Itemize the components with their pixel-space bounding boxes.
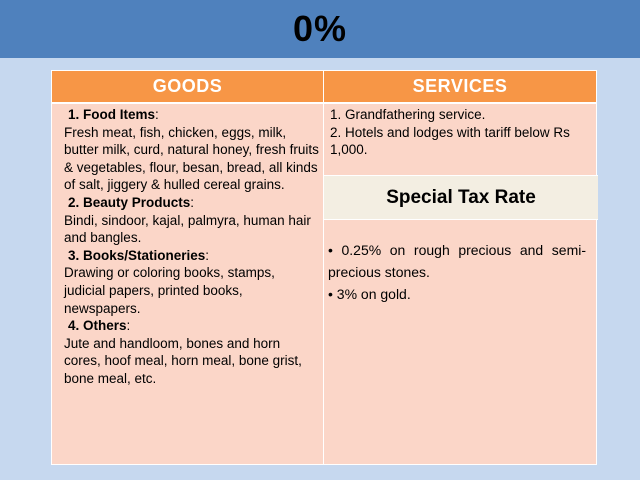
special-tax-rate-box: Special Tax Rate bbox=[324, 175, 598, 220]
goods-section-beauty: 2. Beauty Products: Bindi, sindoor, kaja… bbox=[64, 194, 319, 247]
goods-heading: 1. Food Items bbox=[68, 107, 156, 122]
goods-section-books: 3. Books/Stationeries: Drawing or colori… bbox=[64, 247, 319, 317]
goods-heading: 2. Beauty Products bbox=[68, 194, 191, 210]
special-tax-rate-list: • 0.25% on rough precious and semi-preci… bbox=[328, 239, 586, 305]
services-header: SERVICES bbox=[324, 71, 596, 102]
goods-text: Drawing or coloring books, stamps, judic… bbox=[64, 265, 275, 316]
heading-colon: : bbox=[205, 247, 210, 263]
heading-colon: : bbox=[155, 107, 159, 122]
goods-text: Fresh meat, fish, chicken, eggs, milk, b… bbox=[64, 124, 319, 193]
special-rate-item: • 3% on gold. bbox=[328, 286, 411, 302]
goods-header: GOODS bbox=[52, 71, 324, 102]
goods-cell: 1. Food Items: Fresh meat, fish, chicken… bbox=[64, 106, 319, 388]
special-rate-item: • 0.25% on rough precious and semi-preci… bbox=[328, 242, 586, 280]
goods-heading: 3. Books/Stationeries bbox=[68, 247, 206, 263]
title-bar: 0% bbox=[0, 0, 640, 58]
goods-section-others: 4. Others: Jute and handloom, bones and … bbox=[64, 317, 319, 387]
goods-section-food: 1. Food Items: Fresh meat, fish, chicken… bbox=[64, 106, 319, 194]
column-divider bbox=[323, 102, 324, 464]
goods-text: Jute and handloom, bones and horn cores,… bbox=[64, 335, 302, 386]
slide-title: 0% bbox=[292, 8, 348, 49]
heading-colon: : bbox=[126, 318, 131, 334]
goods-text: Bindi, sindoor, kajal, palmyra, human ha… bbox=[64, 212, 311, 246]
tax-table: GOODS SERVICES 1. Food Items: Fresh meat… bbox=[51, 70, 598, 465]
special-tax-rate-title: Special Tax Rate bbox=[386, 186, 536, 208]
service-item: 1. Grandfathering service. bbox=[330, 107, 486, 122]
heading-colon: : bbox=[190, 194, 195, 210]
service-item: 2. Hotels and lodges with tariff below R… bbox=[330, 124, 570, 158]
table-header-row: GOODS SERVICES bbox=[52, 71, 596, 104]
services-cell: 1. Grandfathering service. 2. Hotels and… bbox=[330, 106, 592, 159]
goods-heading: 4. Others bbox=[68, 318, 127, 334]
